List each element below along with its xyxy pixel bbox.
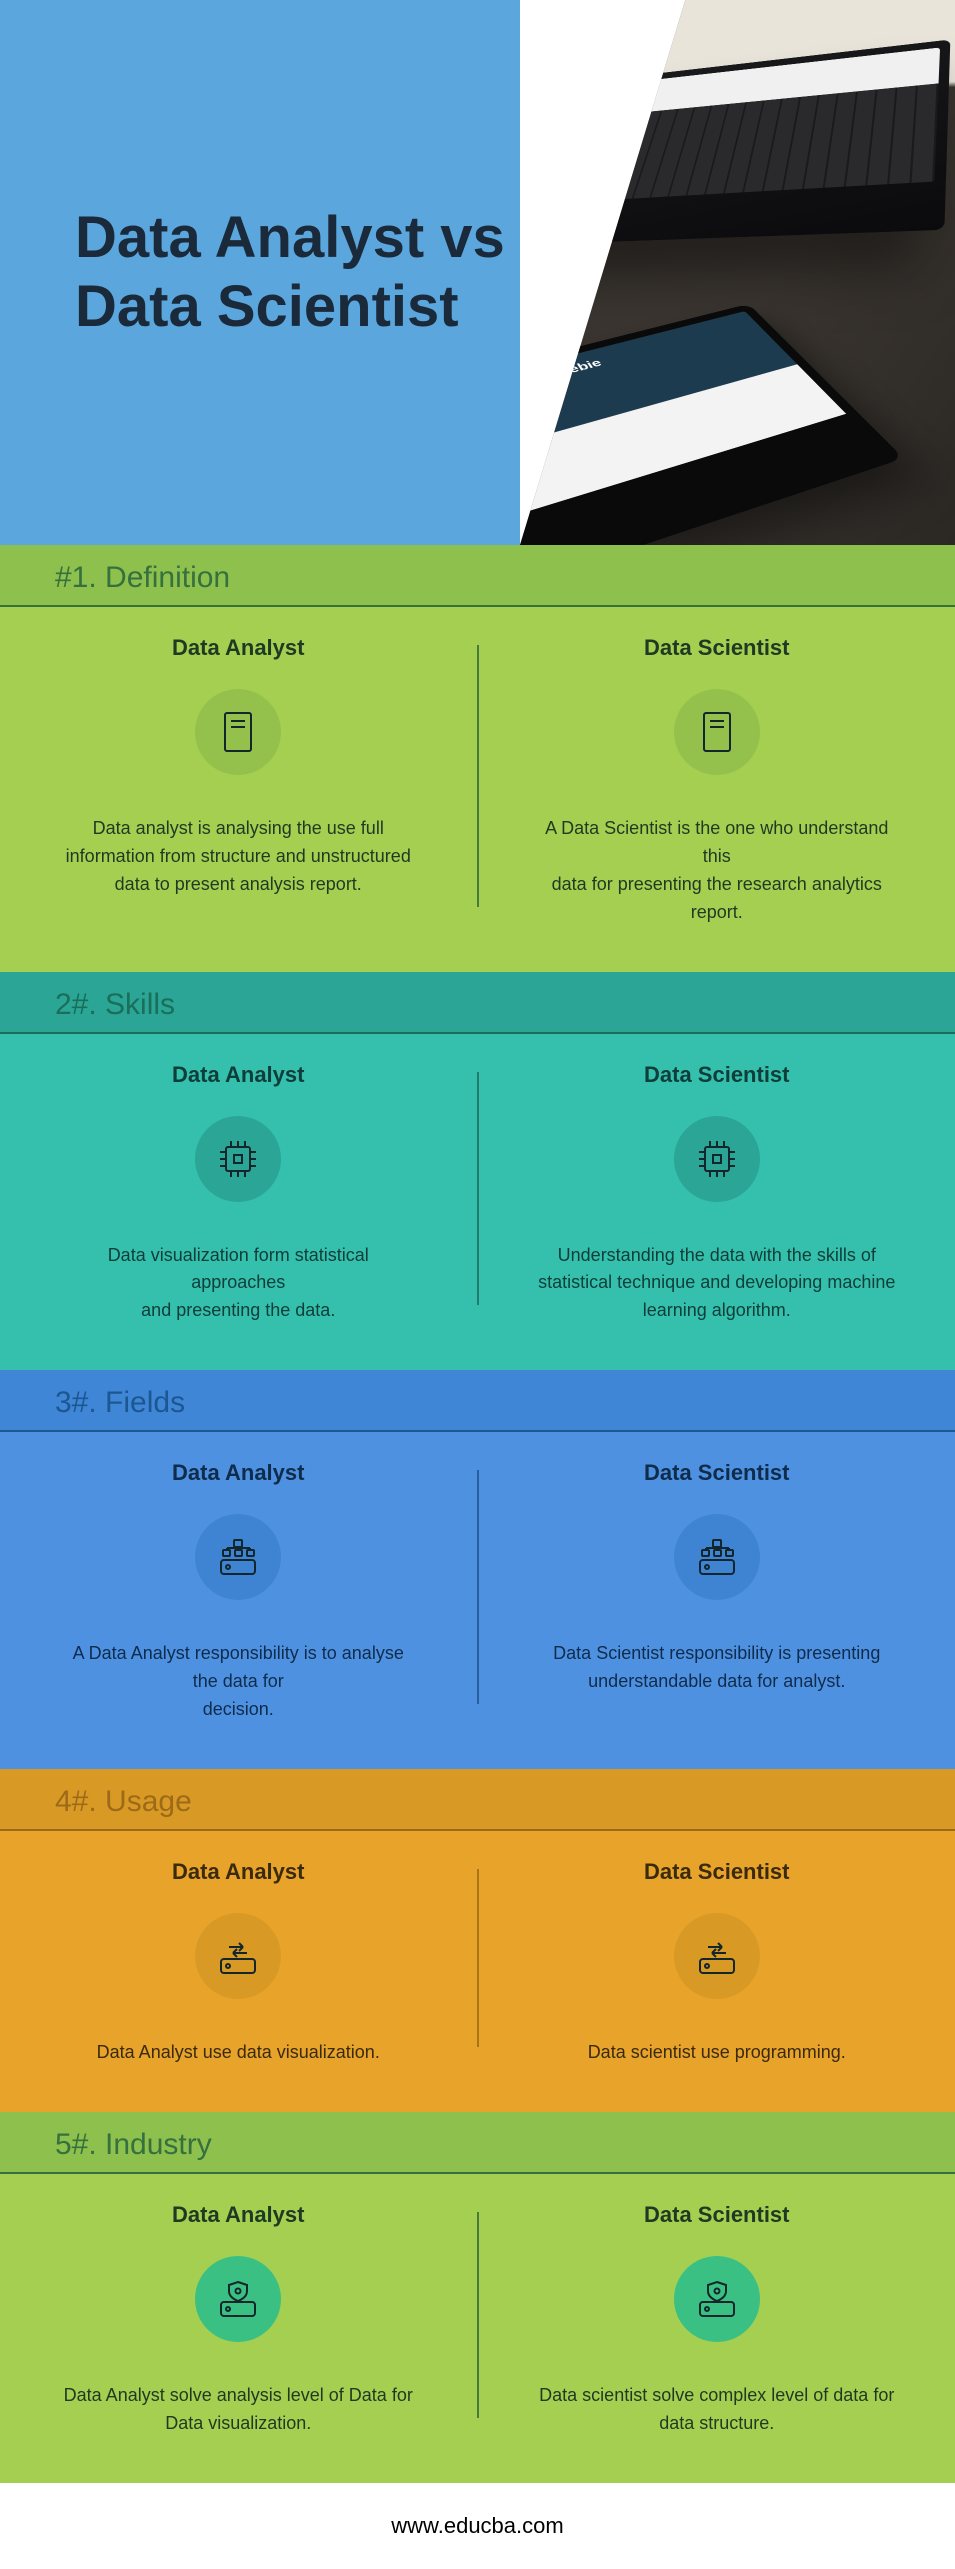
section-body: Data Analyst A Data Analyst responsibilit… xyxy=(0,1432,955,1769)
col-text: A Data Scientist is the one who understa… xyxy=(537,815,897,927)
section-header: 2#. Skills xyxy=(0,972,955,1034)
sections-container: #1. Definition Data Analyst Data analyst i… xyxy=(0,545,955,2483)
header: Data Analyst vs Data Scientist xyxy=(0,0,955,545)
drive-swap-icon xyxy=(195,1913,281,1999)
section-body: Data Analyst Data Analyst solve analysis … xyxy=(0,2174,955,2483)
col-title: Data Scientist xyxy=(529,2202,906,2228)
col-left: Data Analyst Data visualization form stat… xyxy=(0,1062,477,1326)
col-text: Data Scientist responsibility is present… xyxy=(537,1640,897,1696)
col-text: Data scientist use programming. xyxy=(537,2039,897,2067)
book-icon xyxy=(674,689,760,775)
section-header: 3#. Fields xyxy=(0,1370,955,1432)
header-left: Data Analyst vs Data Scientist xyxy=(0,0,520,545)
footer: www.educba.com xyxy=(0,2483,955,2569)
section-5: 5#. Industry Data Analyst Data Analyst sol… xyxy=(0,2112,955,2483)
infographic-root: Data Analyst vs Data Scientist #1. Defin… xyxy=(0,0,955,2569)
book-icon xyxy=(195,689,281,775)
drive-swap-icon xyxy=(674,1913,760,1999)
col-title: Data Analyst xyxy=(50,1460,427,1486)
section-4: 4#. Usage Data Analyst Data Analyst use da… xyxy=(0,1769,955,2112)
col-right: Data Scientist Data scientist use program… xyxy=(479,1859,955,2067)
col-title: Data Analyst xyxy=(50,1859,427,1885)
col-text: Understanding the data with the skills o… xyxy=(537,1242,897,1326)
col-right: Data Scientist Data Scientist responsibil… xyxy=(479,1460,955,1724)
section-body: Data Analyst Data visualization form stat… xyxy=(0,1034,955,1371)
col-text: Data scientist solve complex level of da… xyxy=(537,2382,897,2438)
col-text: A Data Analyst responsibility is to anal… xyxy=(58,1640,418,1724)
col-title: Data Analyst xyxy=(50,635,427,661)
section-body: Data Analyst Data Analyst use data visual… xyxy=(0,1831,955,2112)
col-title: Data Analyst xyxy=(50,1062,427,1088)
hero-laptop xyxy=(575,39,950,242)
col-title: Data Scientist xyxy=(529,635,906,661)
drive-tree-icon xyxy=(195,1514,281,1600)
col-left: Data Analyst Data Analyst solve analysis … xyxy=(0,2202,477,2438)
section-header: 4#. Usage xyxy=(0,1769,955,1831)
col-left: Data Analyst Data Analyst use data visual… xyxy=(0,1859,477,2067)
section-1: #1. Definition Data Analyst Data analyst i… xyxy=(0,545,955,972)
col-right: Data Scientist Understanding the data wit… xyxy=(479,1062,955,1326)
chip-icon xyxy=(674,1116,760,1202)
section-3: 3#. Fields Data Analyst A Data Analyst res… xyxy=(0,1370,955,1769)
col-left: Data Analyst Data analyst is analysing th… xyxy=(0,635,477,927)
section-header: #1. Definition xyxy=(0,545,955,607)
col-right: Data Scientist Data scientist solve compl… xyxy=(479,2202,955,2438)
col-text: Data Analyst solve analysis level of Dat… xyxy=(58,2382,418,2438)
col-text: Data Analyst use data visualization. xyxy=(58,2039,418,2067)
col-title: Data Scientist xyxy=(529,1062,906,1088)
section-2: 2#. Skills Data Analyst Data visualization… xyxy=(0,972,955,1371)
drive-shield-icon xyxy=(195,2256,281,2342)
section-body: Data Analyst Data analyst is analysing th… xyxy=(0,607,955,972)
col-right: Data Scientist A Data Scientist is the on… xyxy=(479,635,955,927)
section-header: 5#. Industry xyxy=(0,2112,955,2174)
col-title: Data Analyst xyxy=(50,2202,427,2228)
hero-image xyxy=(520,0,955,545)
col-left: Data Analyst A Data Analyst responsibilit… xyxy=(0,1460,477,1724)
col-text: Data analyst is analysing the use full i… xyxy=(58,815,418,899)
col-title: Data Scientist xyxy=(529,1460,906,1486)
drive-shield-icon xyxy=(674,2256,760,2342)
chip-icon xyxy=(195,1116,281,1202)
footer-text: www.educba.com xyxy=(391,2513,563,2538)
col-title: Data Scientist xyxy=(529,1859,906,1885)
col-text: Data visualization form statistical appr… xyxy=(58,1242,418,1326)
drive-tree-icon xyxy=(674,1514,760,1600)
page-title: Data Analyst vs Data Scientist xyxy=(75,204,520,341)
